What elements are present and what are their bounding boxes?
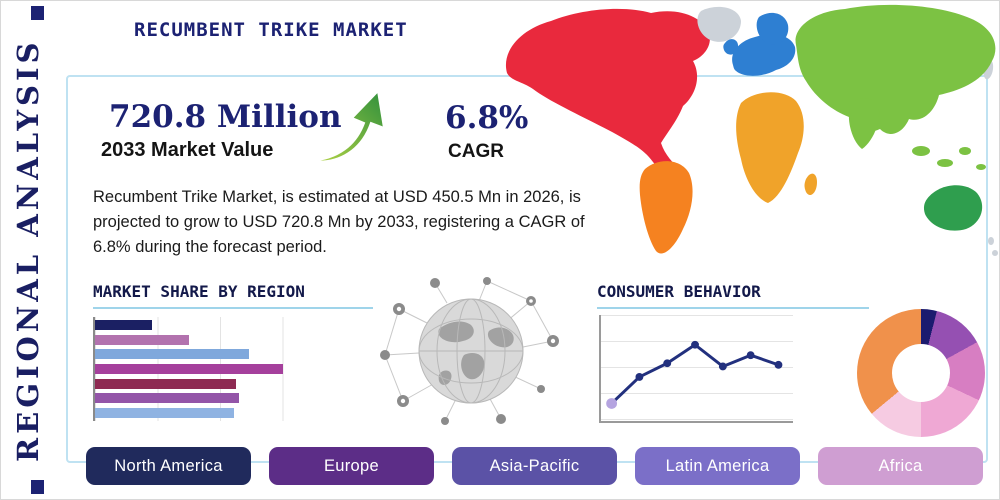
market-share-bar-chart xyxy=(93,317,343,421)
growth-arrow-icon xyxy=(304,85,388,169)
region-button-row: North America Europe Asia-Pacific Latin Ame… xyxy=(86,447,983,485)
line-chart-svg xyxy=(606,340,783,409)
corner-mark-bottom xyxy=(31,480,44,494)
region-button-africa[interactable]: Africa xyxy=(818,447,983,485)
region-button-asia-pacific[interactable]: Asia-Pacific xyxy=(452,447,617,485)
bar-segment-2 xyxy=(95,334,190,345)
line-point-2 xyxy=(635,373,644,381)
bar-segment-1 xyxy=(95,320,153,330)
map-europe xyxy=(723,12,796,76)
bar-segment-4 xyxy=(95,363,284,374)
market-share-heading: MARKET SHARE BY REGION xyxy=(93,282,373,309)
map-asia xyxy=(795,4,996,170)
market-value-figure: 720.8 Million xyxy=(109,99,342,135)
map-north-america xyxy=(505,8,710,175)
map-south-america xyxy=(639,161,693,254)
bar-segment-3 xyxy=(95,349,249,360)
consumer-behavior-heading: CONSUMER BEHAVIOR xyxy=(597,282,869,309)
world-map xyxy=(493,1,999,263)
line-point-4 xyxy=(691,340,699,349)
market-value-label: 2033 Market Value xyxy=(101,139,274,161)
cagr-label: CAGR xyxy=(448,141,504,162)
line-point-1 xyxy=(606,398,618,409)
line-point-6 xyxy=(746,351,755,360)
cagr-figure: 6.8% xyxy=(445,100,529,136)
region-button-latin-america[interactable]: Latin America xyxy=(635,447,800,485)
map-africa xyxy=(736,92,817,203)
line-point-3 xyxy=(663,359,672,368)
map-oceania xyxy=(923,185,983,231)
globe-network-graphic xyxy=(369,271,574,433)
line-point-5 xyxy=(718,362,727,371)
page-title: RECUMBENT TRIKE MARKET xyxy=(134,19,408,41)
market-description: Recumbent Trike Market, is estimated at … xyxy=(93,188,585,256)
bar-segment-7 xyxy=(95,407,234,418)
region-button-north-america[interactable]: North America xyxy=(86,447,251,485)
line-point-7 xyxy=(774,360,783,369)
bar-segment-5 xyxy=(95,378,237,389)
corner-mark-top xyxy=(31,6,44,20)
bar-segment-6 xyxy=(95,393,239,404)
region-button-europe[interactable]: Europe xyxy=(269,447,434,485)
consumer-behavior-line-chart xyxy=(599,315,793,423)
donut-chart xyxy=(857,309,985,437)
vertical-section-label: REGIONAL ANALYSIS xyxy=(11,38,45,462)
